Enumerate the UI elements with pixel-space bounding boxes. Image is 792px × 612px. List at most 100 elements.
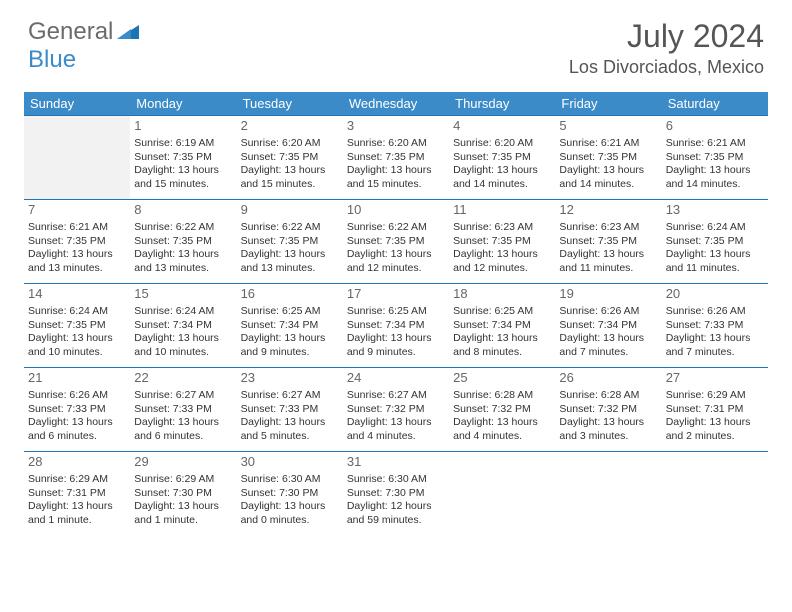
day-cell: 6Sunrise: 6:21 AMSunset: 7:35 PMDaylight… [662, 116, 768, 200]
day-number: 31 [347, 454, 445, 471]
sunset-text: Sunset: 7:35 PM [241, 235, 339, 249]
day-number: 11 [453, 202, 551, 219]
sunset-text: Sunset: 7:34 PM [241, 319, 339, 333]
daylight-text: Daylight: 13 hours and 13 minutes. [241, 248, 339, 275]
weekday-header: Sunday [24, 92, 130, 116]
title-block: July 2024 Los Divorciados, Mexico [569, 18, 764, 78]
day-cell: 20Sunrise: 6:26 AMSunset: 7:33 PMDayligh… [662, 284, 768, 368]
day-cell: 9Sunrise: 6:22 AMSunset: 7:35 PMDaylight… [237, 200, 343, 284]
daylight-text: Daylight: 13 hours and 4 minutes. [453, 416, 551, 443]
sunrise-text: Sunrise: 6:30 AM [241, 473, 339, 487]
weekday-header: Friday [555, 92, 661, 116]
day-number: 5 [559, 118, 657, 135]
day-cell [449, 452, 555, 536]
header: General Blue July 2024 Los Divorciados, … [0, 0, 792, 84]
day-number: 25 [453, 370, 551, 387]
sunset-text: Sunset: 7:30 PM [241, 487, 339, 501]
week-row: 21Sunrise: 6:26 AMSunset: 7:33 PMDayligh… [24, 368, 768, 452]
sunrise-text: Sunrise: 6:25 AM [241, 305, 339, 319]
day-cell: 19Sunrise: 6:26 AMSunset: 7:34 PMDayligh… [555, 284, 661, 368]
day-number: 27 [666, 370, 764, 387]
day-cell: 12Sunrise: 6:23 AMSunset: 7:35 PMDayligh… [555, 200, 661, 284]
day-cell: 25Sunrise: 6:28 AMSunset: 7:32 PMDayligh… [449, 368, 555, 452]
sunrise-text: Sunrise: 6:27 AM [241, 389, 339, 403]
daylight-text: Daylight: 13 hours and 4 minutes. [347, 416, 445, 443]
day-cell: 15Sunrise: 6:24 AMSunset: 7:34 PMDayligh… [130, 284, 236, 368]
sunrise-text: Sunrise: 6:26 AM [28, 389, 126, 403]
day-number: 19 [559, 286, 657, 303]
daylight-text: Daylight: 13 hours and 14 minutes. [453, 164, 551, 191]
sunrise-text: Sunrise: 6:28 AM [559, 389, 657, 403]
day-number: 17 [347, 286, 445, 303]
day-cell: 8Sunrise: 6:22 AMSunset: 7:35 PMDaylight… [130, 200, 236, 284]
daylight-text: Daylight: 13 hours and 5 minutes. [241, 416, 339, 443]
day-number: 10 [347, 202, 445, 219]
day-number: 15 [134, 286, 232, 303]
day-cell [24, 116, 130, 200]
sunset-text: Sunset: 7:35 PM [453, 235, 551, 249]
sunset-text: Sunset: 7:34 PM [559, 319, 657, 333]
sunrise-text: Sunrise: 6:27 AM [347, 389, 445, 403]
day-cell: 18Sunrise: 6:25 AMSunset: 7:34 PMDayligh… [449, 284, 555, 368]
weekday-header: Thursday [449, 92, 555, 116]
weekday-header: Wednesday [343, 92, 449, 116]
daylight-text: Daylight: 13 hours and 10 minutes. [134, 332, 232, 359]
day-number: 28 [28, 454, 126, 471]
day-number: 22 [134, 370, 232, 387]
sunrise-text: Sunrise: 6:24 AM [666, 221, 764, 235]
sunrise-text: Sunrise: 6:29 AM [666, 389, 764, 403]
day-number: 20 [666, 286, 764, 303]
day-number: 8 [134, 202, 232, 219]
day-cell [555, 452, 661, 536]
sunset-text: Sunset: 7:33 PM [134, 403, 232, 417]
day-cell: 4Sunrise: 6:20 AMSunset: 7:35 PMDaylight… [449, 116, 555, 200]
daylight-text: Daylight: 13 hours and 6 minutes. [28, 416, 126, 443]
day-cell: 1Sunrise: 6:19 AMSunset: 7:35 PMDaylight… [130, 116, 236, 200]
sunrise-text: Sunrise: 6:22 AM [347, 221, 445, 235]
sunrise-text: Sunrise: 6:20 AM [453, 137, 551, 151]
sunrise-text: Sunrise: 6:20 AM [347, 137, 445, 151]
day-cell: 2Sunrise: 6:20 AMSunset: 7:35 PMDaylight… [237, 116, 343, 200]
day-number: 21 [28, 370, 126, 387]
sunset-text: Sunset: 7:33 PM [28, 403, 126, 417]
sunset-text: Sunset: 7:35 PM [666, 151, 764, 165]
sunrise-text: Sunrise: 6:20 AM [241, 137, 339, 151]
sunrise-text: Sunrise: 6:30 AM [347, 473, 445, 487]
day-cell: 7Sunrise: 6:21 AMSunset: 7:35 PMDaylight… [24, 200, 130, 284]
sunrise-text: Sunrise: 6:26 AM [559, 305, 657, 319]
week-row: 28Sunrise: 6:29 AMSunset: 7:31 PMDayligh… [24, 452, 768, 536]
daylight-text: Daylight: 13 hours and 2 minutes. [666, 416, 764, 443]
week-row: 14Sunrise: 6:24 AMSunset: 7:35 PMDayligh… [24, 284, 768, 368]
daylight-text: Daylight: 13 hours and 13 minutes. [28, 248, 126, 275]
sunset-text: Sunset: 7:30 PM [134, 487, 232, 501]
calendar-body: 1Sunrise: 6:19 AMSunset: 7:35 PMDaylight… [24, 116, 768, 536]
weekday-header: Tuesday [237, 92, 343, 116]
day-cell: 26Sunrise: 6:28 AMSunset: 7:32 PMDayligh… [555, 368, 661, 452]
sunset-text: Sunset: 7:35 PM [559, 235, 657, 249]
day-cell: 31Sunrise: 6:30 AMSunset: 7:30 PMDayligh… [343, 452, 449, 536]
logo-text-part1: General [28, 18, 113, 45]
day-number: 30 [241, 454, 339, 471]
daylight-text: Daylight: 13 hours and 1 minute. [134, 500, 232, 527]
day-cell: 22Sunrise: 6:27 AMSunset: 7:33 PMDayligh… [130, 368, 236, 452]
daylight-text: Daylight: 13 hours and 11 minutes. [666, 248, 764, 275]
day-cell: 24Sunrise: 6:27 AMSunset: 7:32 PMDayligh… [343, 368, 449, 452]
sunset-text: Sunset: 7:35 PM [28, 235, 126, 249]
sunset-text: Sunset: 7:35 PM [347, 151, 445, 165]
day-cell: 21 Sunrise: 6:26 AMSunset: 7:33 PMDayligh… [24, 368, 130, 452]
daylight-text: Daylight: 13 hours and 9 minutes. [241, 332, 339, 359]
day-number: 9 [241, 202, 339, 219]
sunset-text: Sunset: 7:35 PM [134, 235, 232, 249]
day-cell: 28Sunrise: 6:29 AMSunset: 7:31 PMDayligh… [24, 452, 130, 536]
day-number: 6 [666, 118, 764, 135]
sunrise-text: Sunrise: 6:21 AM [559, 137, 657, 151]
sunrise-text: Sunrise: 6:22 AM [134, 221, 232, 235]
day-cell: 23Sunrise: 6:27 AMSunset: 7:33 PMDayligh… [237, 368, 343, 452]
daylight-text: Daylight: 13 hours and 6 minutes. [134, 416, 232, 443]
day-cell: 17Sunrise: 6:25 AMSunset: 7:34 PMDayligh… [343, 284, 449, 368]
week-row: 7Sunrise: 6:21 AMSunset: 7:35 PMDaylight… [24, 200, 768, 284]
week-row: 1Sunrise: 6:19 AMSunset: 7:35 PMDaylight… [24, 116, 768, 200]
day-number: 13 [666, 202, 764, 219]
sunrise-text: Sunrise: 6:24 AM [134, 305, 232, 319]
sunrise-text: Sunrise: 6:28 AM [453, 389, 551, 403]
